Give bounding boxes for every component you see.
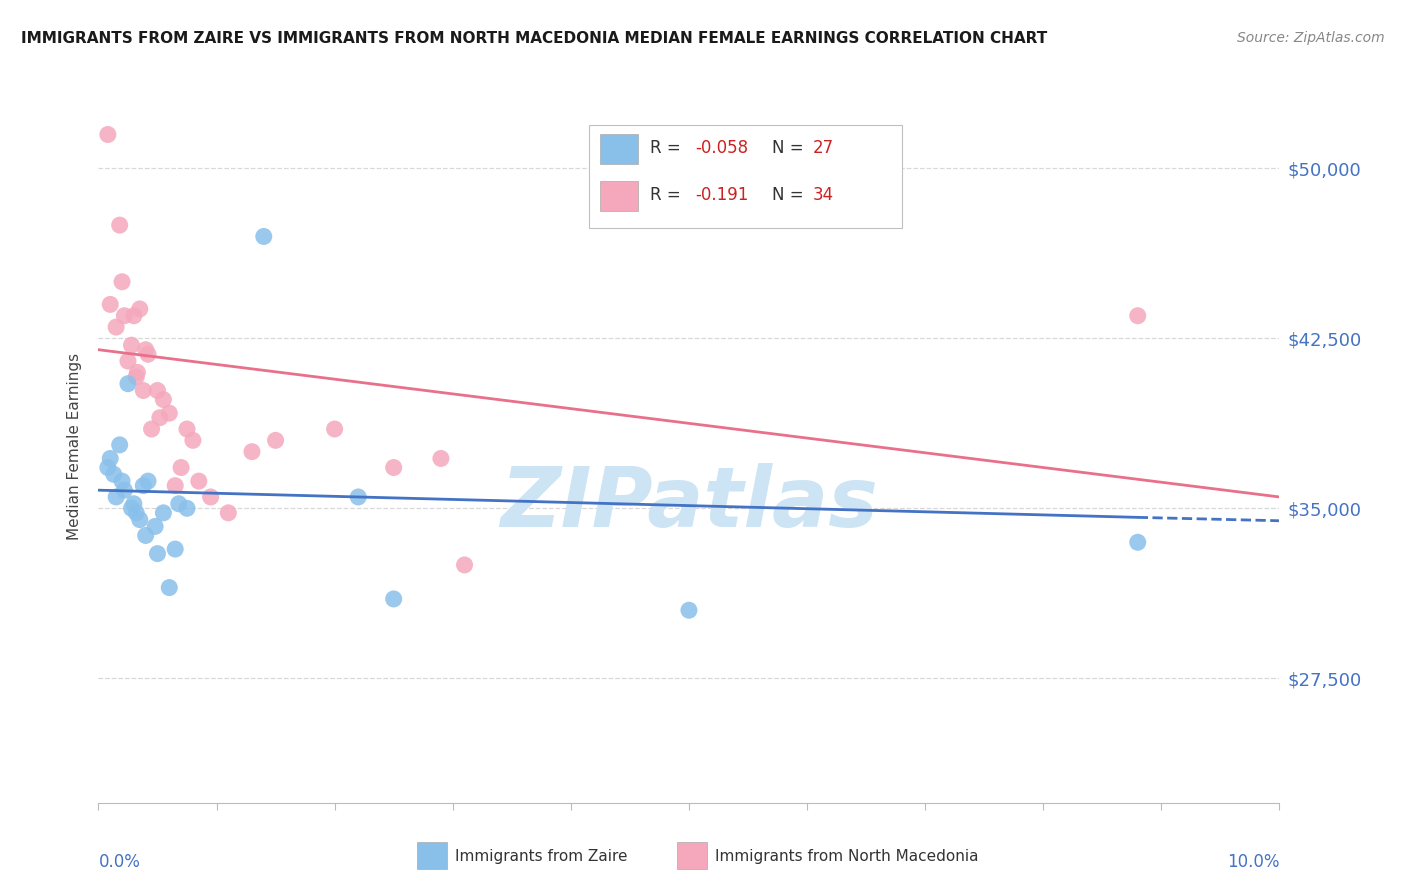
Point: [176, 501, 198, 516]
Point: [105, 320, 128, 334]
Point: [347, 490, 370, 504]
Point: [136, 474, 159, 488]
Text: ZIPatlas: ZIPatlas: [501, 463, 877, 543]
Point: [117, 354, 139, 368]
Point: [135, 343, 157, 357]
Bar: [418, 842, 447, 869]
Point: [146, 384, 169, 398]
Point: [146, 547, 169, 561]
Text: R =: R =: [650, 186, 692, 203]
Point: [170, 460, 193, 475]
Point: [112, 483, 135, 498]
Point: [382, 591, 405, 606]
Point: [97, 460, 120, 475]
Text: Immigrants from North Macedonia: Immigrants from North Macedonia: [714, 849, 979, 863]
Point: [141, 422, 163, 436]
Point: [176, 422, 198, 436]
Point: [382, 460, 405, 475]
Point: [157, 406, 180, 420]
Point: [132, 478, 155, 492]
Text: -0.191: -0.191: [695, 186, 748, 203]
Bar: [600, 134, 638, 164]
Point: [136, 347, 159, 361]
Point: [430, 451, 453, 466]
Point: [122, 309, 145, 323]
Point: [157, 581, 180, 595]
Point: [108, 218, 131, 232]
Point: [128, 301, 150, 316]
Point: [122, 497, 145, 511]
Point: [121, 501, 143, 516]
Point: [253, 229, 276, 244]
Point: [98, 297, 121, 311]
Point: [128, 513, 150, 527]
Text: Immigrants from Zaire: Immigrants from Zaire: [456, 849, 627, 863]
Point: [125, 370, 148, 384]
Point: [111, 275, 134, 289]
Point: [98, 451, 121, 466]
Point: [200, 490, 222, 504]
Text: 27: 27: [813, 139, 834, 157]
FancyBboxPatch shape: [589, 125, 901, 228]
Point: [181, 434, 204, 448]
Point: [1126, 535, 1149, 549]
Text: -0.058: -0.058: [695, 139, 748, 157]
Point: [240, 444, 263, 458]
Point: [264, 434, 287, 448]
Text: IMMIGRANTS FROM ZAIRE VS IMMIGRANTS FROM NORTH MACEDONIA MEDIAN FEMALE EARNINGS : IMMIGRANTS FROM ZAIRE VS IMMIGRANTS FROM…: [21, 31, 1047, 46]
Point: [167, 497, 190, 511]
Point: [165, 478, 187, 492]
Point: [678, 603, 700, 617]
Point: [152, 392, 174, 407]
Text: 0.0%: 0.0%: [98, 853, 141, 871]
Point: [323, 422, 346, 436]
Bar: [678, 842, 707, 869]
Point: [152, 506, 174, 520]
Text: Source: ZipAtlas.com: Source: ZipAtlas.com: [1237, 31, 1385, 45]
Point: [103, 467, 125, 482]
Point: [117, 376, 139, 391]
Point: [217, 506, 239, 520]
Point: [105, 490, 128, 504]
Point: [111, 474, 134, 488]
Bar: [600, 180, 638, 211]
Point: [143, 519, 166, 533]
Point: [187, 474, 209, 488]
Point: [127, 365, 149, 379]
Point: [149, 410, 172, 425]
Point: [135, 528, 157, 542]
Point: [1126, 309, 1149, 323]
Point: [108, 438, 131, 452]
Point: [132, 384, 155, 398]
Text: 10.0%: 10.0%: [1227, 853, 1279, 871]
Y-axis label: Median Female Earnings: Median Female Earnings: [67, 352, 83, 540]
Text: N =: N =: [772, 186, 808, 203]
Text: 34: 34: [813, 186, 834, 203]
Text: N =: N =: [772, 139, 808, 157]
Point: [121, 338, 143, 352]
Point: [165, 542, 187, 557]
Text: R =: R =: [650, 139, 686, 157]
Point: [453, 558, 475, 572]
Point: [112, 309, 135, 323]
Point: [125, 506, 148, 520]
Point: [97, 128, 120, 142]
